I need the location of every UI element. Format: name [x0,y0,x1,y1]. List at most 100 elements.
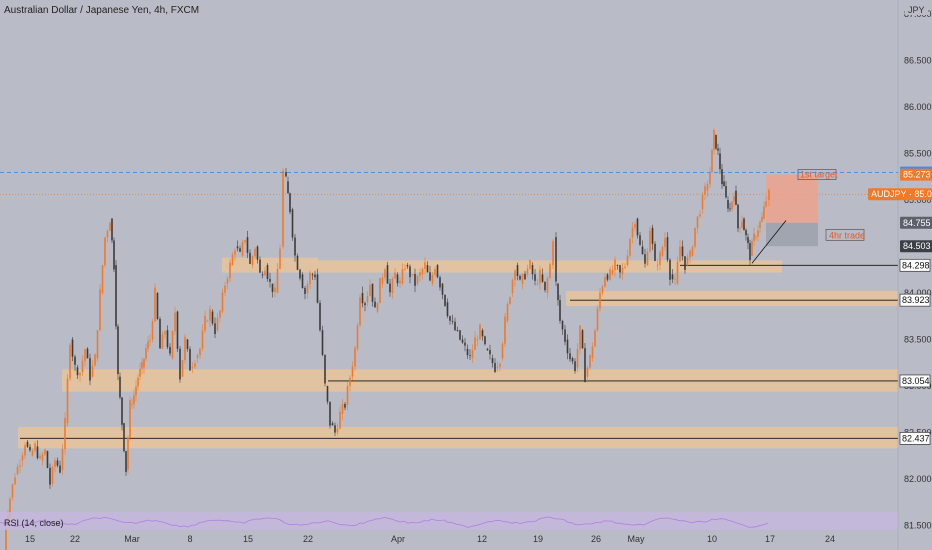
target-label-box [797,169,837,180]
candle-body [511,280,514,293]
candle-body [147,341,149,349]
candle-body [506,304,509,321]
candle-body [36,446,39,459]
candle-body [384,269,386,278]
support-zones [18,257,898,449]
candle-body [211,311,214,324]
candle-body [386,265,389,284]
candle-body [145,348,147,359]
candle-body [594,330,596,347]
candle-body [619,265,621,273]
candle-body [743,218,745,231]
candle-body [735,190,737,205]
candle-body [371,283,374,302]
candle-body [591,346,594,359]
time-axis[interactable]: 15 22 Mar 8 15 22 Apr 12 19 26 May 10 17 24 [25,534,835,544]
candle-body [416,276,419,284]
x-tick-label: May [627,534,645,544]
candle-body [456,330,459,331]
x-tick-label: 17 [765,534,775,544]
trend-line [751,220,787,264]
candle-body [644,254,646,264]
candle-body [444,294,446,306]
candle-body [581,330,584,349]
candle-body [599,292,601,309]
candle-body [574,361,576,372]
candle-body [396,274,399,284]
candle-body [5,528,7,550]
candle-body [561,320,564,330]
candle-body [49,467,51,485]
candle-body [516,265,519,277]
candle-body [46,451,49,468]
target-box [766,174,818,223]
candle-body [169,347,171,354]
candle-body [129,400,131,438]
candle-body [717,148,719,151]
candle-body [631,227,634,238]
candle-body [741,221,743,228]
x-tick-label: 22 [70,534,80,544]
candle-body [131,404,133,405]
candle-body [757,230,759,237]
candle-body [326,386,329,402]
level-tag-bg [899,293,931,307]
rsi-pane [0,512,898,530]
level-price-tag: 83.923 [902,295,930,305]
candle-body [429,272,431,281]
candle-body [476,339,479,341]
candle-body [186,339,189,349]
candle-body [289,193,291,213]
candle-body [391,278,394,293]
candle-body [404,268,406,270]
candle-body [399,280,401,284]
x-tick-label: 8 [187,534,192,544]
candle-body [501,343,504,359]
candle-body [709,172,711,185]
candle-body [135,386,137,396]
candle-body [206,320,209,322]
candle-body [94,354,96,366]
candle-body [426,265,429,273]
x-tick-label: 15 [25,534,35,544]
candle-body [309,272,311,285]
candle-body [549,264,551,279]
candle-body [166,330,169,348]
candle-body [123,423,125,452]
candle-body [71,339,74,357]
long-position-tool[interactable]: 1st target 4hr trade [751,169,865,264]
candle-body [451,320,454,322]
candle-body [661,246,664,256]
candle-body [125,451,127,472]
candle-body [504,316,506,344]
price-tag: 85.273 [903,170,931,180]
candle-body [133,395,135,405]
level-price-tag: 82.437 [902,433,930,443]
candle-body [264,270,266,276]
candle-body [113,240,115,270]
candle-body [266,265,269,279]
candle-body [54,460,56,467]
candle-body [689,250,691,258]
candle-body [69,344,71,379]
candle-body [141,361,143,369]
candle-body [544,281,546,291]
candle-body [306,284,309,293]
candle-body [589,355,591,368]
level-price-tag: 83.054 [902,376,930,386]
x-tick-label: Mar [124,534,140,544]
price-tag: 84.503 [903,241,931,251]
candle-body [14,477,16,485]
candle-body [376,303,379,312]
candle-body [454,321,456,331]
price-axis[interactable]: 87.00086.50086.00085.50085.00084.50084.0… [897,0,932,550]
candle-body [329,401,331,426]
x-tick-label: 12 [477,534,487,544]
candle-body [699,214,701,217]
candle-body [121,397,123,425]
candle-body [555,237,557,282]
candle-body [656,264,659,266]
candle-body [686,257,689,266]
candle-body [194,363,196,367]
